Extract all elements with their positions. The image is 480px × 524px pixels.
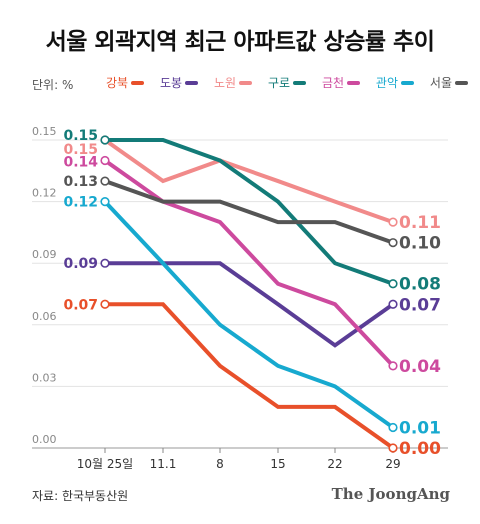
start-marker (100, 197, 110, 207)
end-value-label: 0.00 (399, 439, 441, 459)
legend-swatch (401, 80, 415, 85)
end-value-label: 0.10 (399, 234, 441, 254)
end-value-label: 0.07 (399, 295, 441, 315)
brand-logo: The JoongAng (331, 485, 450, 503)
start-value-label: 0.15 (63, 128, 98, 144)
start-value-label: 0.14 (63, 155, 98, 171)
start-marker (100, 155, 110, 166)
start-value-label: 0.09 (63, 256, 98, 272)
legend-label: 강북 (106, 76, 129, 90)
start-marker (100, 299, 110, 309)
series-line-서울 (104, 179, 394, 245)
y-tick-label: 0.06 (32, 310, 57, 323)
series-line-관악 (103, 200, 395, 430)
start-marker (100, 258, 110, 268)
legend-label: 도봉 (159, 76, 183, 90)
end-marker (388, 299, 398, 309)
end-marker (388, 279, 398, 289)
start-marker (100, 176, 110, 186)
y-tick-label: 0.03 (32, 371, 57, 384)
series-line-구로 (105, 138, 394, 286)
x-tick-label: 15 (270, 457, 285, 471)
end-marker (388, 238, 398, 248)
start-value-label: 0.12 (63, 195, 98, 211)
series-line-노원 (103, 138, 394, 225)
x-tick-label: 29 (385, 457, 400, 471)
legend-swatch (131, 80, 145, 85)
legend-swatch (293, 80, 307, 85)
legend-item-6: 서울 (430, 74, 468, 91)
y-tick-label: 0.12 (32, 187, 57, 200)
legend-item-3: 구로 (267, 74, 307, 91)
end-marker (388, 443, 398, 453)
legend-item-5: 관악 (375, 74, 415, 91)
legend-item-1: 도봉 (159, 74, 199, 91)
start-value-label: 0.15 (63, 142, 98, 158)
series-line-금천 (103, 158, 395, 368)
x-tick-label: 8 (216, 457, 224, 471)
x-tick-label: 11.1 (150, 457, 177, 471)
legend-item-2: 노원 (213, 74, 253, 91)
legend-swatch (185, 80, 199, 85)
end-marker (388, 361, 398, 371)
unit-label: 단위: % (32, 78, 74, 92)
y-tick-label: 0.09 (32, 248, 57, 261)
legend-label: 서울 (429, 76, 452, 90)
legend-label: 노원 (213, 76, 237, 90)
end-marker (388, 217, 398, 227)
chart-legend: 강북 도봉 노원 구로 금천 관악 서울 (106, 74, 468, 91)
y-tick-label: 0.00 (32, 433, 57, 446)
legend-swatch (239, 80, 253, 85)
start-marker (100, 135, 110, 145)
series-line-강북 (105, 302, 395, 450)
chart-title: 서울 외곽지역 최근 아파트값 상승률 추이 (45, 29, 435, 55)
source-note: 자료: 한국부동산원 (32, 489, 129, 503)
end-value-label: 0.04 (399, 357, 441, 377)
legend-swatch (347, 80, 361, 85)
end-value-label: 0.11 (399, 213, 441, 233)
legend-item-0: 강북 (106, 74, 145, 91)
x-tick-label: 10월 25일 (77, 457, 133, 471)
end-value-label: 0.01 (399, 418, 441, 438)
x-tick-label: 22 (327, 457, 342, 471)
start-value-label: 0.07 (63, 297, 98, 313)
start-value-label: 0.13 (63, 174, 98, 190)
legend-label: 구로 (267, 76, 291, 90)
legend-label: 관악 (375, 76, 399, 90)
end-value-label: 0.08 (399, 275, 441, 295)
series-line-도봉 (105, 261, 395, 348)
legend-swatch (455, 80, 468, 85)
end-marker (388, 422, 398, 433)
legend-item-4: 금천 (321, 74, 361, 91)
y-tick-label: 0.15 (32, 125, 57, 138)
legend-label: 금천 (321, 76, 345, 90)
